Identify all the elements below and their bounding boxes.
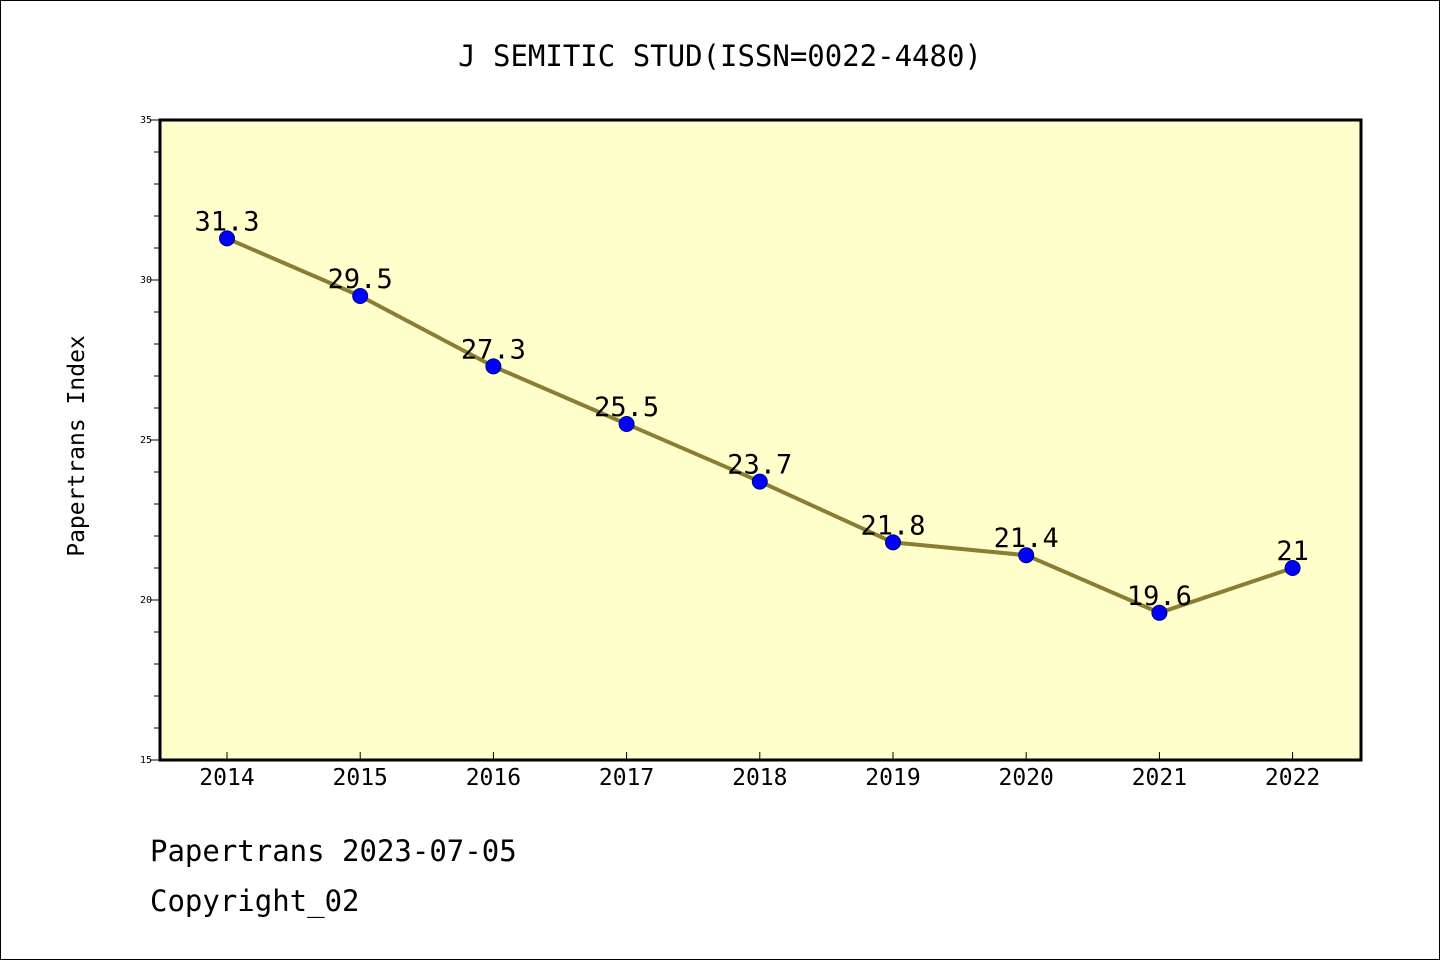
data-point bbox=[1018, 547, 1035, 564]
y-tick-label: 30 bbox=[140, 275, 152, 286]
plot-area bbox=[160, 120, 1361, 760]
data-label: 19.6 bbox=[1127, 581, 1192, 612]
x-tick-label: 2018 bbox=[732, 765, 787, 791]
y-tick-label: 15 bbox=[140, 755, 152, 766]
plot-border bbox=[158, 118, 1363, 762]
y-axis-label: Papertrans Index bbox=[64, 335, 90, 557]
data-point bbox=[1284, 560, 1301, 576]
y-tick-label: 25 bbox=[140, 435, 152, 446]
data-points bbox=[219, 230, 1301, 621]
x-tick-label: 2020 bbox=[999, 765, 1054, 791]
data-point bbox=[1151, 604, 1168, 621]
data-point bbox=[352, 288, 369, 304]
x-axis: 2014 2015 2016 2017 2018 2019 2020 2021 2022 bbox=[199, 752, 1320, 791]
footer-date-text: Papertrans 2023-07-05 bbox=[150, 834, 517, 868]
data-label: 21.4 bbox=[994, 523, 1059, 554]
x-tick-label: 2022 bbox=[1265, 765, 1320, 791]
data-label: 21.8 bbox=[860, 510, 925, 541]
data-label: 31.3 bbox=[194, 206, 259, 237]
footer-copyright-text: Copyright_02 bbox=[150, 884, 360, 918]
x-tick-label: 2016 bbox=[466, 765, 521, 791]
x-tick-label: 2014 bbox=[199, 765, 254, 791]
x-tick-label: 2015 bbox=[333, 765, 388, 791]
x-tick-label: 2021 bbox=[1132, 765, 1187, 791]
y-tick-label: 20 bbox=[140, 595, 152, 606]
data-point bbox=[219, 230, 235, 247]
data-label: 23.7 bbox=[727, 450, 792, 481]
data-label: 27.3 bbox=[461, 334, 526, 365]
data-label: 29.5 bbox=[328, 264, 393, 295]
x-tick-label: 2019 bbox=[865, 765, 920, 791]
x-tick-label: 2017 bbox=[599, 765, 654, 791]
y-axis: 15 20 25 30 35 bbox=[140, 115, 160, 766]
y-tick-label: 35 bbox=[140, 115, 152, 126]
chart-title: J SEMITIC STUD(ISSN=0022-4480) bbox=[458, 39, 982, 73]
data-point bbox=[485, 358, 502, 375]
data-point bbox=[885, 534, 901, 551]
data-label: 25.5 bbox=[594, 392, 659, 423]
data-point bbox=[751, 473, 768, 490]
data-label: 21 bbox=[1276, 536, 1309, 567]
data-point bbox=[618, 416, 635, 432]
data-labels: 31.3 29.5 27.3 25.5 23.7 21.8 21.4 19.6 21 bbox=[194, 206, 1308, 611]
